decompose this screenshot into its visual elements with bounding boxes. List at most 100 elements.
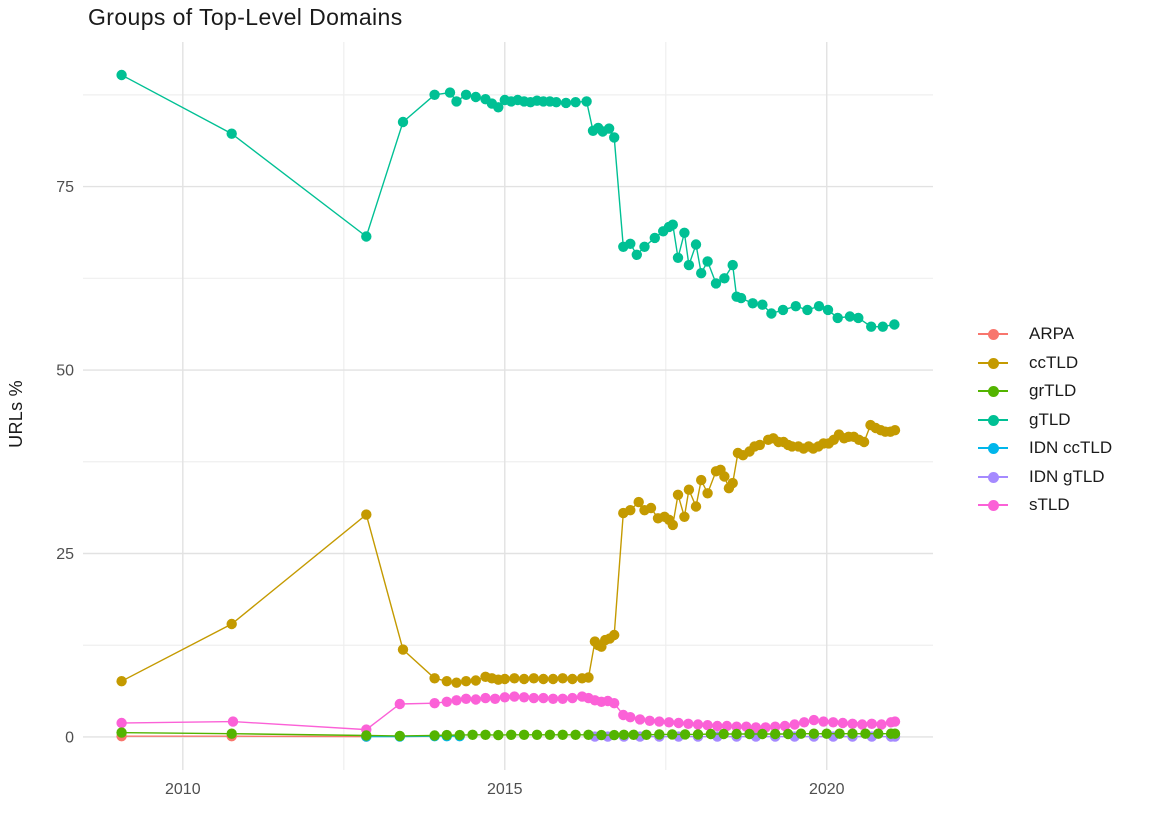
data-point-grTLD [454,729,465,741]
data-point-gTLD [696,268,707,279]
data-point-ccTLD [583,672,594,683]
legend-key-icon [978,414,1008,426]
data-point-gTLD [802,304,813,316]
data-point-gTLD [226,128,237,139]
data-point-ccTLD [528,673,539,684]
data-point-ccTLD [679,511,690,522]
data-point-grTLD [654,729,665,740]
data-point-grTLD [718,728,729,740]
data-point-grTLD [493,729,504,741]
legend-item-IDN-ccTLD: IDN ccTLD [978,434,1112,463]
data-point-sTLD [663,717,675,728]
data-point-ccTLD [499,673,510,685]
data-point-grTLD [667,729,678,740]
data-point-sTLD [557,693,568,704]
data-point-ccTLD [719,471,730,482]
y-tick-label: 0 [65,729,74,746]
data-point-sTLD [538,692,549,704]
data-point-sTLD [609,698,620,709]
data-point-grTLD [544,729,556,740]
legend-key-dot [988,500,999,512]
data-point-gTLD [866,321,877,332]
data-point-grTLD [618,729,630,740]
data-point-sTLD [779,720,791,732]
data-point-gTLD [460,89,472,101]
data-point-sTLD [470,694,481,705]
data-point-grTLD [679,729,691,740]
x-tick-label: 2015 [487,781,523,798]
data-point-ccTLD [702,488,713,499]
x-tick-label: 2010 [165,781,201,798]
legend-label: IDN ccTLD [1029,438,1113,458]
data-point-sTLD [876,719,887,730]
data-point-sTLD [692,719,704,730]
legend-label: IDN gTLD [1029,466,1105,486]
data-point-sTLD [828,717,839,728]
legend-item-grTLD: grTLD [978,377,1112,406]
data-point-ccTLD [672,489,684,500]
data-point-ccTLD [633,496,644,508]
data-point-ccTLD [727,477,738,489]
data-point-gTLD [777,304,789,316]
data-point-grTLD [394,730,405,742]
legend-label: gTLD [1029,409,1071,429]
legend-key-icon [978,499,1008,512]
data-point-sTLD [429,698,440,709]
y-tick-label: 25 [56,546,74,563]
data-point-ccTLD [696,474,707,486]
data-point-gTLD [116,69,127,81]
legend-key-dot [988,357,999,369]
data-point-sTLD [808,714,820,726]
data-point-ccTLD [470,675,481,686]
data-point-grTLD [557,729,568,740]
data-point-sTLD [770,721,781,732]
data-point-gTLD [822,304,834,316]
data-point-grTLD [744,728,755,740]
data-point-sTLD [547,693,559,704]
data-point-sTLD [654,716,665,727]
data-point-gTLD [727,259,738,271]
legend-key-icon [978,357,1008,369]
legend-label: ccTLD [1029,352,1079,372]
data-point-gTLD [844,311,856,322]
legend-label: grTLD [1029,381,1077,401]
data-point-grTLD [834,728,845,739]
legend-label: ARPA [1029,324,1075,344]
data-point-gTLD [889,319,900,330]
data-point-sTLD [857,719,868,730]
data-point-gTLD [710,278,722,289]
data-point-gTLD [631,249,642,260]
data-point-grTLD [429,730,440,741]
legend-key-dot [988,471,999,483]
data-point-ccTLD [889,425,901,436]
data-point-gTLD [790,301,801,312]
data-point-grTLD [361,730,372,741]
data-point-gTLD [690,239,702,250]
data-point-gTLD [609,132,620,143]
data-point-ccTLD [683,484,695,495]
data-point-grTLD [821,728,832,739]
data-point-gTLD [493,102,504,113]
legend-item-ARPA: ARPA [978,320,1112,349]
legend-key-icon [978,385,1008,398]
data-point-gTLD [719,273,730,284]
data-point-sTLD [394,698,405,710]
data-point-ccTLD [690,501,702,512]
data-point-grTLD [518,729,530,740]
data-point-sTLD [625,712,636,723]
data-point-sTLD [489,693,501,704]
data-point-gTLD [361,231,372,242]
legend-item-IDN-gTLD: IDN gTLD [978,463,1112,492]
data-point-gTLD [672,252,684,263]
data-point-grTLD [480,729,491,740]
data-point-gTLD [649,232,660,244]
data-point-grTLD [731,728,742,740]
data-point-grTLD [847,728,858,739]
data-point-grTLD [705,728,716,740]
data-point-ccTLD [451,677,462,688]
data-point-sTLD [567,692,578,704]
data-point-sTLD [644,715,655,726]
legend-item-gTLD: gTLD [978,406,1112,435]
data-point-grTLD [889,728,901,739]
